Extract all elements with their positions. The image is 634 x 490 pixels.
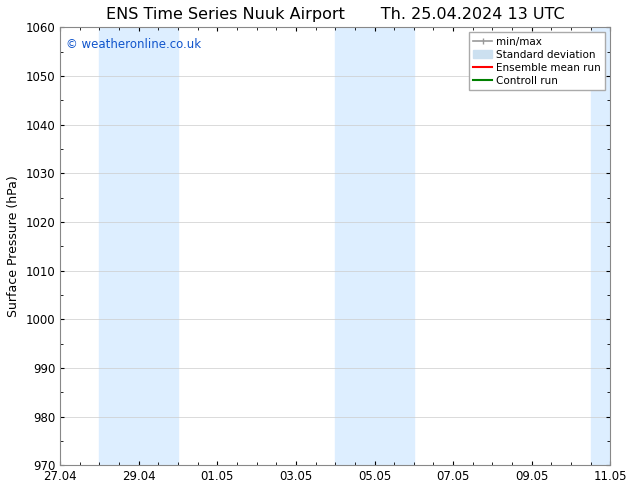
- Bar: [335, 27, 414, 465]
- Y-axis label: Surface Pressure (hPa): Surface Pressure (hPa): [7, 175, 20, 317]
- Bar: [100, 27, 178, 465]
- Title: ENS Time Series Nuuk Airport       Th. 25.04.2024 13 UTC: ENS Time Series Nuuk Airport Th. 25.04.2…: [106, 7, 564, 22]
- Bar: [591, 27, 611, 465]
- Text: © weatheronline.co.uk: © weatheronline.co.uk: [65, 38, 201, 51]
- Legend: min/max, Standard deviation, Ensemble mean run, Controll run: min/max, Standard deviation, Ensemble me…: [469, 32, 605, 90]
